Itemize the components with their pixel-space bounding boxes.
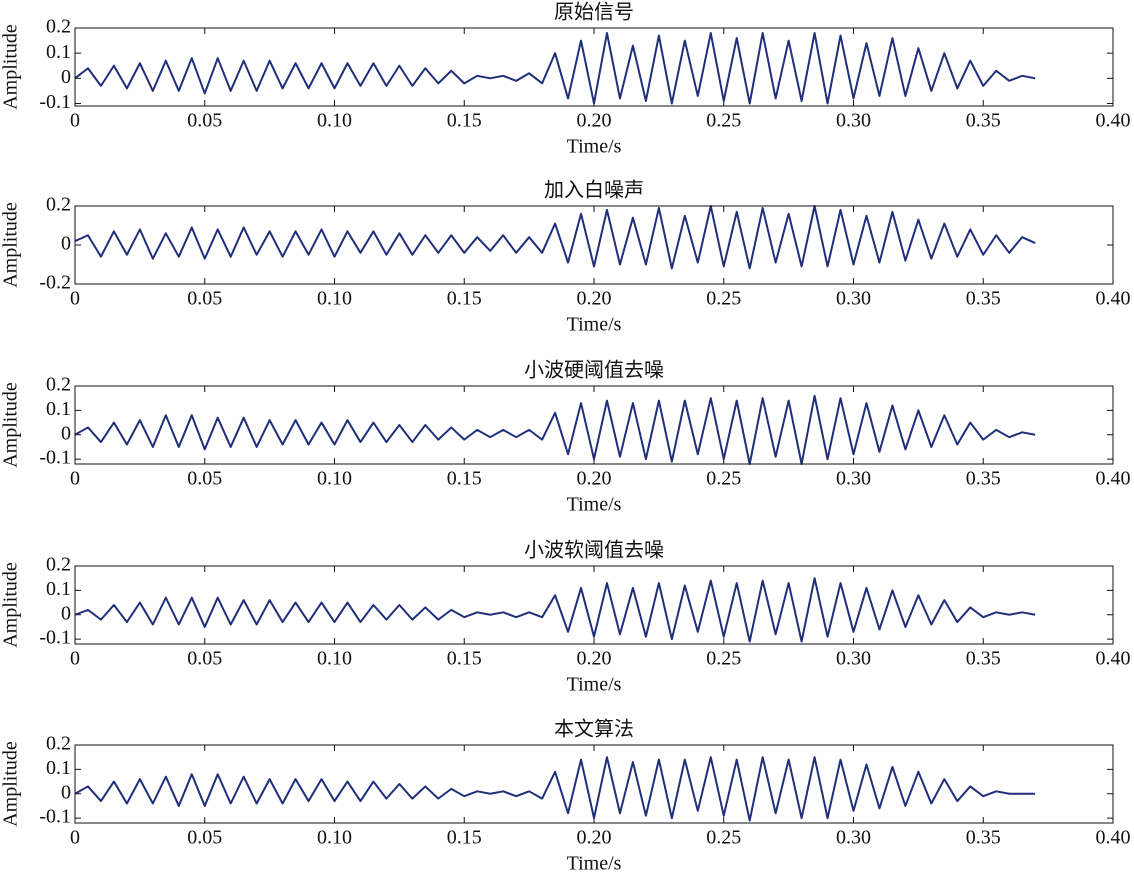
chart-title: 本文算法 — [554, 718, 634, 741]
x-tick-label: 0.05 — [187, 110, 222, 132]
y-tick-label: 0.1 — [46, 41, 71, 63]
x-tick-label: 0.30 — [836, 110, 871, 132]
y-tick-label: -0.1 — [39, 627, 71, 649]
y-tick-label: 0.2 — [46, 16, 71, 38]
x-tick-label: 0.20 — [577, 827, 612, 849]
x-tick-label: 0.35 — [966, 827, 1001, 849]
x-tick-label: 0 — [70, 648, 80, 670]
y-tick-label: 0.1 — [46, 578, 71, 600]
plot-frame — [74, 565, 1114, 645]
x-tick-label: 0.15 — [447, 468, 482, 490]
x-tick-label: 0.05 — [187, 827, 222, 849]
y-tick-label: -0.1 — [39, 806, 71, 828]
y-tick-label: 0 — [61, 422, 71, 444]
x-tick-label: 0.30 — [836, 648, 871, 670]
x-tick-label: 0.15 — [447, 288, 482, 310]
x-tick-label: 0.10 — [317, 648, 352, 670]
x-axis-label: Time/s — [567, 314, 622, 336]
signal-line — [74, 205, 1036, 270]
x-tick-label: 0 — [70, 288, 80, 310]
y-tick-label: -0.2 — [39, 272, 71, 294]
y-axis-label: Amplitude — [0, 562, 22, 648]
x-tick-label: 0.15 — [447, 648, 482, 670]
y-tick-label: 0 — [61, 233, 71, 255]
signal-line — [74, 394, 1036, 465]
signal-line — [74, 577, 1036, 643]
signal-line — [74, 32, 1036, 105]
x-tick-label: 0.20 — [577, 648, 612, 670]
x-tick-label: 0.20 — [577, 110, 612, 132]
x-tick-label: 0.25 — [706, 648, 741, 670]
x-tick-label: 0.30 — [836, 288, 871, 310]
y-tick-label: 0.1 — [46, 398, 71, 420]
chart-title: 加入白噪声 — [544, 179, 644, 202]
x-tick-label: 0.25 — [706, 827, 741, 849]
x-tick-label: 0 — [70, 827, 80, 849]
y-tick-label: 0.2 — [46, 374, 71, 396]
chart-title: 小波硬阈值去噪 — [524, 359, 664, 382]
x-axis-label: Time/s — [567, 674, 622, 696]
chart-title: 原始信号 — [554, 1, 634, 24]
y-tick-label: -0.1 — [39, 91, 71, 113]
y-axis-label: Amplitude — [0, 382, 22, 468]
y-tick-label: 0.2 — [46, 733, 71, 755]
x-tick-label: 0.40 — [1096, 110, 1131, 132]
y-axis-label: Amplitude — [0, 24, 22, 110]
x-tick-label: 0.25 — [706, 288, 741, 310]
x-tick-label: 0.15 — [447, 110, 482, 132]
x-tick-label: 0.40 — [1096, 827, 1131, 849]
y-tick-label: 0 — [61, 602, 71, 624]
x-tick-label: 0.40 — [1096, 648, 1131, 670]
y-tick-label: 0 — [61, 781, 71, 803]
x-tick-label: 0.15 — [447, 827, 482, 849]
x-tick-label: 0.30 — [836, 468, 871, 490]
y-tick-label: 0.2 — [46, 554, 71, 576]
y-tick-label: 0.1 — [46, 757, 71, 779]
chart-title: 小波软阈值去噪 — [524, 539, 664, 562]
x-tick-label: 0 — [70, 468, 80, 490]
x-tick-label: 0.10 — [317, 288, 352, 310]
plot-frame — [74, 744, 1114, 824]
x-tick-label: 0.10 — [317, 827, 352, 849]
y-axis-label: Amplitude — [0, 741, 22, 827]
x-axis-label: Time/s — [567, 853, 622, 874]
x-tick-label: 0.35 — [966, 648, 1001, 670]
x-axis-label: Time/s — [567, 494, 622, 516]
x-tick-label: 0.20 — [577, 288, 612, 310]
x-tick-label: 0.35 — [966, 288, 1001, 310]
x-tick-label: 0.10 — [317, 110, 352, 132]
x-axis-label: Time/s — [567, 136, 622, 158]
x-tick-label: 0.35 — [966, 468, 1001, 490]
x-tick-label: 0.40 — [1096, 468, 1131, 490]
x-tick-label: 0.30 — [836, 827, 871, 849]
x-tick-label: 0.40 — [1096, 288, 1131, 310]
plot-frame — [74, 27, 1114, 107]
y-tick-label: -0.1 — [39, 447, 71, 469]
y-tick-label: 0 — [61, 66, 71, 88]
x-tick-label: 0.25 — [706, 468, 741, 490]
x-tick-label: 0.05 — [187, 648, 222, 670]
x-tick-label: 0.25 — [706, 110, 741, 132]
x-tick-label: 0.20 — [577, 468, 612, 490]
plot-frame — [74, 205, 1114, 285]
x-tick-label: 0.05 — [187, 468, 222, 490]
signal-line — [74, 756, 1036, 822]
x-tick-label: 0.10 — [317, 468, 352, 490]
x-tick-label: 0.35 — [966, 110, 1001, 132]
y-axis-label: Amplitude — [0, 202, 22, 288]
plot-frame — [74, 385, 1114, 465]
y-tick-label: 0.2 — [46, 194, 71, 216]
x-tick-label: 0.05 — [187, 288, 222, 310]
x-tick-label: 0 — [70, 110, 80, 132]
